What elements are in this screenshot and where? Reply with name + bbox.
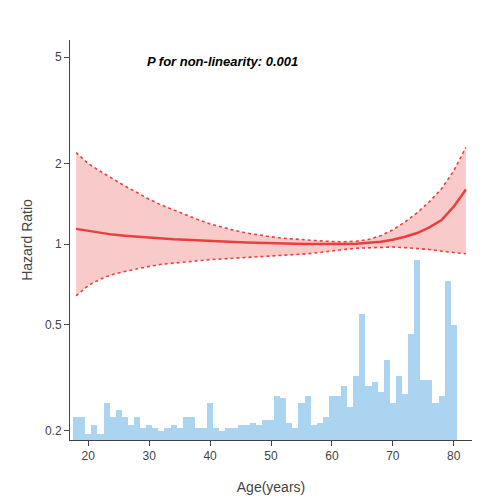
- svg-text:30: 30: [143, 449, 157, 463]
- svg-text:60: 60: [325, 449, 339, 463]
- svg-text:50: 50: [264, 449, 278, 463]
- svg-text:P for non-linearity: 0.001: P for non-linearity: 0.001: [147, 54, 298, 69]
- svg-text:5: 5: [55, 50, 62, 64]
- svg-text:0.5: 0.5: [45, 318, 62, 332]
- svg-text:70: 70: [386, 449, 400, 463]
- svg-text:Hazard Ratio: Hazard Ratio: [19, 199, 35, 281]
- svg-text:Age(years): Age(years): [237, 479, 305, 495]
- svg-text:80: 80: [447, 449, 461, 463]
- svg-text:20: 20: [82, 449, 96, 463]
- svg-text:0.2: 0.2: [45, 424, 62, 438]
- svg-text:40: 40: [203, 449, 217, 463]
- svg-text:1: 1: [55, 237, 62, 251]
- svg-text:2: 2: [55, 157, 62, 171]
